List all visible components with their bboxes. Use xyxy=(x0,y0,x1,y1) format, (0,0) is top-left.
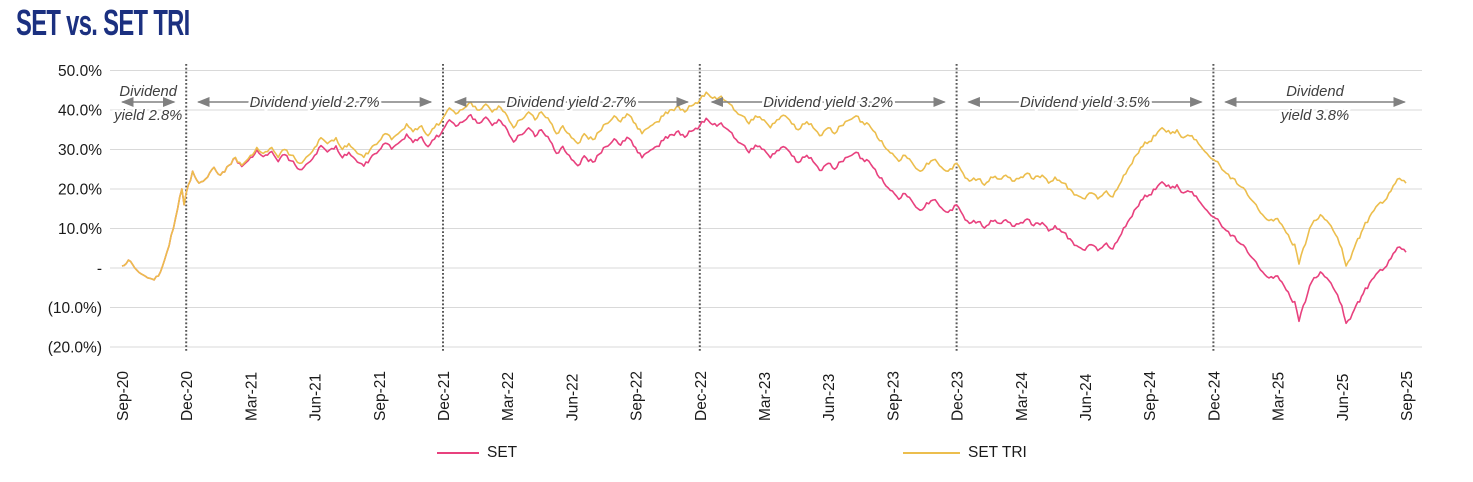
x-tick-label: Dec-21 xyxy=(436,371,453,421)
y-tick-label: 10.0% xyxy=(58,221,102,238)
x-tick-label: Jun-25 xyxy=(1335,374,1352,421)
y-tick-label: 30.0% xyxy=(58,142,102,159)
x-tick-label: Mar-24 xyxy=(1014,372,1031,421)
y-tick-label: (10.0%) xyxy=(48,300,102,317)
y-tick-label: (20.0%) xyxy=(48,340,102,357)
x-tick-label: Sep-20 xyxy=(115,371,132,421)
x-tick-label: Jun-22 xyxy=(564,374,581,421)
legend-item-set: SET xyxy=(437,444,517,462)
dividend-yield-annotation: yield 2.8% xyxy=(113,108,182,124)
chart-title: SET vs. SET TRI xyxy=(16,2,190,43)
y-tick-label: - xyxy=(97,261,102,278)
set-tri-line-swatch xyxy=(903,452,960,454)
legend-item-set-tri: SET TRI xyxy=(903,444,1027,462)
dividend-yield-annotation: Dividend yield 3.5% xyxy=(1020,95,1150,111)
set-tri-line xyxy=(121,91,1407,281)
y-tick-label: 50.0% xyxy=(58,63,102,80)
y-tick-label: 40.0% xyxy=(58,103,102,120)
x-tick-label: Sep-25 xyxy=(1399,371,1416,421)
x-tick-label: Dec-20 xyxy=(179,371,196,421)
x-tick-label: Jun-23 xyxy=(821,374,838,421)
dividend-yield-annotation: Dividend yield 2.7% xyxy=(250,95,380,111)
x-tick-label: Mar-23 xyxy=(757,372,774,421)
x-tick-label: Sep-23 xyxy=(885,371,902,421)
legend-label-set-tri: SET TRI xyxy=(968,444,1027,461)
x-tick-label: Jun-21 xyxy=(308,374,325,421)
x-tick-label: Dec-22 xyxy=(693,371,710,421)
x-tick-label: Mar-21 xyxy=(243,372,260,421)
x-tick-label: Sep-24 xyxy=(1142,371,1159,421)
legend-label-set: SET xyxy=(487,444,518,461)
set-line xyxy=(121,113,1407,325)
dividend-yield-annotation: yield 3.8% xyxy=(1280,108,1349,124)
x-tick-label: Sep-21 xyxy=(372,371,389,421)
set-line-swatch xyxy=(437,452,479,454)
dividend-yield-annotation: Dividend yield 2.7% xyxy=(506,95,636,111)
x-tick-label: Sep-22 xyxy=(629,371,646,421)
y-tick-label: 20.0% xyxy=(58,182,102,199)
x-tick-label: Dec-23 xyxy=(950,371,967,421)
x-tick-label: Mar-22 xyxy=(500,372,517,421)
dividend-yield-annotation: Dividend xyxy=(119,84,177,100)
dividend-yield-annotation: Dividend yield 3.2% xyxy=(763,95,893,111)
x-tick-label: Jun-24 xyxy=(1078,373,1095,421)
x-tick-label: Mar-25 xyxy=(1271,372,1288,421)
x-tick-label: Dec-24 xyxy=(1206,371,1223,421)
dividend-yield-annotation: Dividend xyxy=(1286,84,1344,100)
